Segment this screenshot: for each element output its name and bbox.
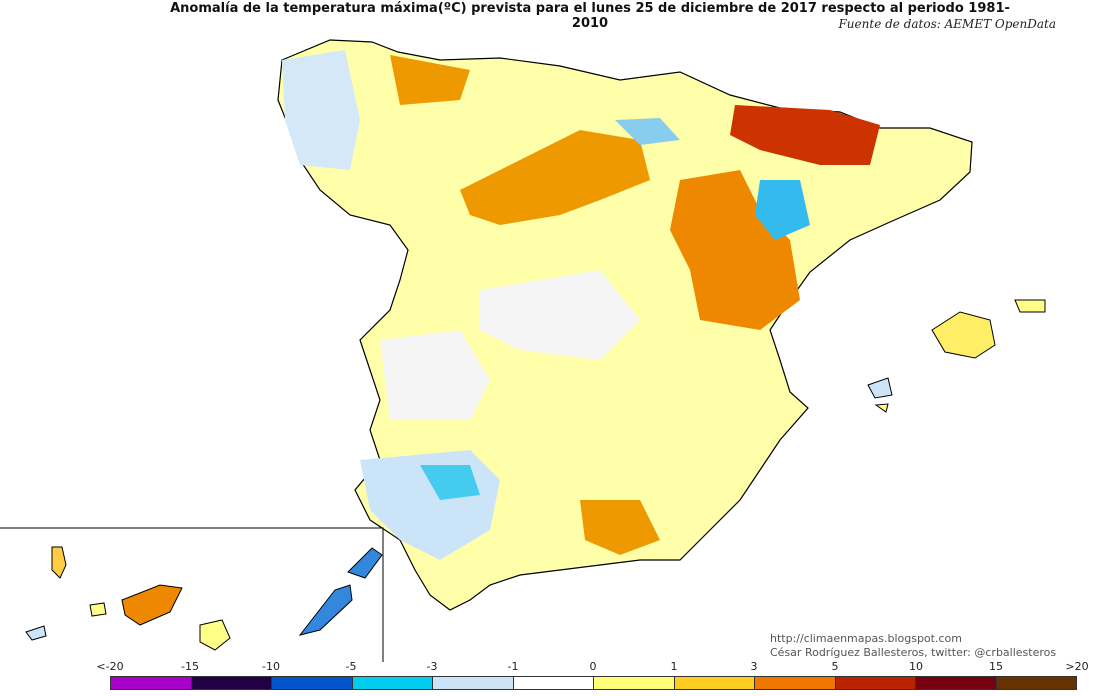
legend-swatch (674, 677, 755, 689)
gran-canaria-island (199, 619, 231, 651)
legend-tick: -15 (181, 660, 199, 673)
legend-swatch (352, 677, 433, 689)
legend-tick: 5 (831, 660, 839, 673)
el-hierro-island (25, 625, 47, 641)
credits: http://climaenmapas.blogspot.com César R… (770, 632, 1056, 660)
castilla-warm-area (460, 130, 650, 225)
fuerteventura-island (298, 584, 353, 636)
legend-tick: 1 (670, 660, 678, 673)
color-legend (110, 676, 1077, 690)
legend-tick: 15 (989, 660, 1003, 673)
legend-swatch (191, 677, 272, 689)
murcia-warm-area (580, 500, 660, 555)
credits-url: http://climaenmapas.blogspot.com (770, 632, 962, 645)
tenerife-island (121, 584, 183, 626)
legend-swatch (513, 677, 594, 689)
legend-swatch (835, 677, 916, 689)
legend-tick: 0 (589, 660, 597, 673)
legend-swatch (996, 677, 1076, 689)
legend-tick: -1 (507, 660, 519, 673)
ibiza-island (867, 377, 893, 399)
galicia-cool-area (282, 50, 360, 170)
legend-swatch (272, 677, 353, 689)
legend-tick: -10 (262, 660, 280, 673)
legend-tick: 10 (909, 660, 923, 673)
legend-swatch (111, 677, 192, 689)
credits-author: César Rodríguez Ballesteros, twitter: @c… (770, 646, 1057, 659)
cantabria-warm-area (390, 55, 470, 105)
formentera-island (874, 403, 889, 413)
legend-tick: >20 (1065, 660, 1089, 673)
lanzarote-island (347, 547, 383, 579)
legend-tick: <-20 (96, 660, 124, 673)
extremadura-neutral-area (380, 330, 490, 420)
central-neutral-area (480, 270, 640, 360)
legend-swatch (594, 677, 675, 689)
map-title: Anomalía de la temperatura máxima(ºC) pr… (170, 1, 1010, 31)
northeast-warm-core (730, 105, 880, 165)
canary-inset-frame (0, 527, 384, 662)
mallorca-island (931, 311, 996, 359)
aragon-warm-area (670, 170, 800, 330)
legend-tick: -3 (426, 660, 438, 673)
data-source: Fuente de datos: AEMET OpenData (838, 17, 1056, 31)
ebro-cold-spot (755, 180, 810, 240)
la-gomera-island (89, 602, 107, 617)
navarra-cold-spot (615, 118, 680, 145)
menorca-island (1014, 299, 1046, 313)
sevilla-cold-spot (420, 465, 480, 500)
legend-swatch (916, 677, 997, 689)
legend-ticks: <-20 -15 -10 -5 -3 -1 0 1 3 5 10 15 >20 (0, 660, 1098, 676)
legend-swatch (755, 677, 836, 689)
legend-tick: -5 (345, 660, 357, 673)
la-palma-island (51, 546, 67, 579)
legend-tick: 3 (750, 660, 758, 673)
legend-swatch (433, 677, 514, 689)
